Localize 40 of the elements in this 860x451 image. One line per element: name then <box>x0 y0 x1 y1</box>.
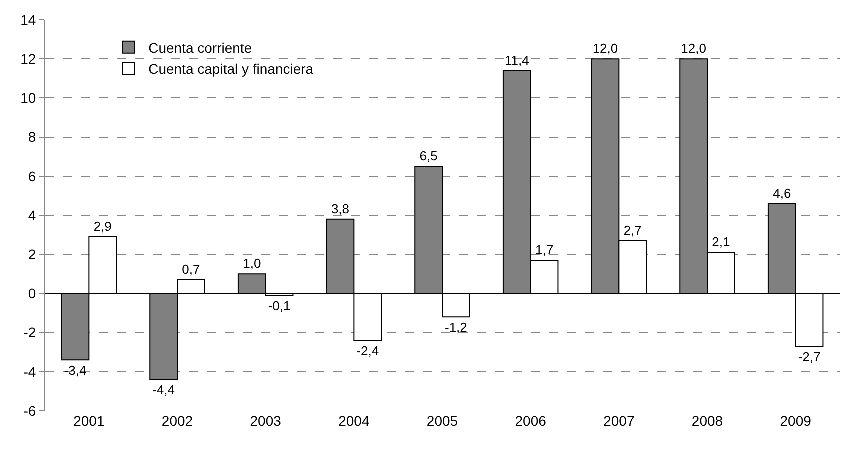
data-label: 6,5 <box>420 148 438 164</box>
y-tick-label: 12 <box>20 51 36 67</box>
data-label: 2,7 <box>624 222 642 238</box>
data-label: -2,7 <box>798 349 821 364</box>
data-label: 1,0 <box>243 256 262 272</box>
x-tick-label: 2001 <box>74 413 105 429</box>
data-label: 12,0 <box>592 41 618 56</box>
y-tick-label: 0 <box>28 286 36 302</box>
data-label: -2,4 <box>356 344 380 359</box>
y-tick-label: -4 <box>24 364 36 380</box>
x-tick-label: 2003 <box>250 413 282 429</box>
data-label: 2,1 <box>712 234 730 250</box>
x-tick-label: 2009 <box>780 413 812 429</box>
x-tick-label: 2002 <box>162 413 194 429</box>
data-label: 11,4 <box>504 52 530 68</box>
data-label: -4,4 <box>152 382 176 398</box>
data-label: 4,6 <box>773 186 792 201</box>
x-tick-label: 2008 <box>692 413 724 429</box>
data-label: 0,7 <box>182 262 200 278</box>
data-label: 12,0 <box>681 41 706 56</box>
x-tick-label: 2006 <box>515 413 547 429</box>
y-tick-label: 2 <box>28 246 36 262</box>
y-tick-label: 6 <box>28 168 36 184</box>
y-tick-label: 8 <box>28 129 36 146</box>
y-tick-label: -6 <box>24 402 36 419</box>
y-tick-label: 14 <box>20 12 36 28</box>
y-tick-label: -2 <box>24 324 36 341</box>
legend-label: Cuenta corriente <box>148 40 252 56</box>
data-label: -3,4 <box>64 363 87 378</box>
x-tick-label: 2005 <box>426 413 458 429</box>
y-tick-label: 4 <box>28 207 36 224</box>
data-label: 1,7 <box>535 242 554 258</box>
data-label: -0,1 <box>268 298 291 314</box>
y-tick-label: 10 <box>20 90 36 106</box>
data-label: 2,9 <box>94 219 112 234</box>
x-tick-label: 2007 <box>604 413 635 429</box>
x-tick-label: 2004 <box>338 413 370 429</box>
legend-label: Cuenta capital y financiera <box>148 60 314 77</box>
data-label: -1,2 <box>444 320 468 336</box>
data-label: 3,8 <box>331 201 350 216</box>
